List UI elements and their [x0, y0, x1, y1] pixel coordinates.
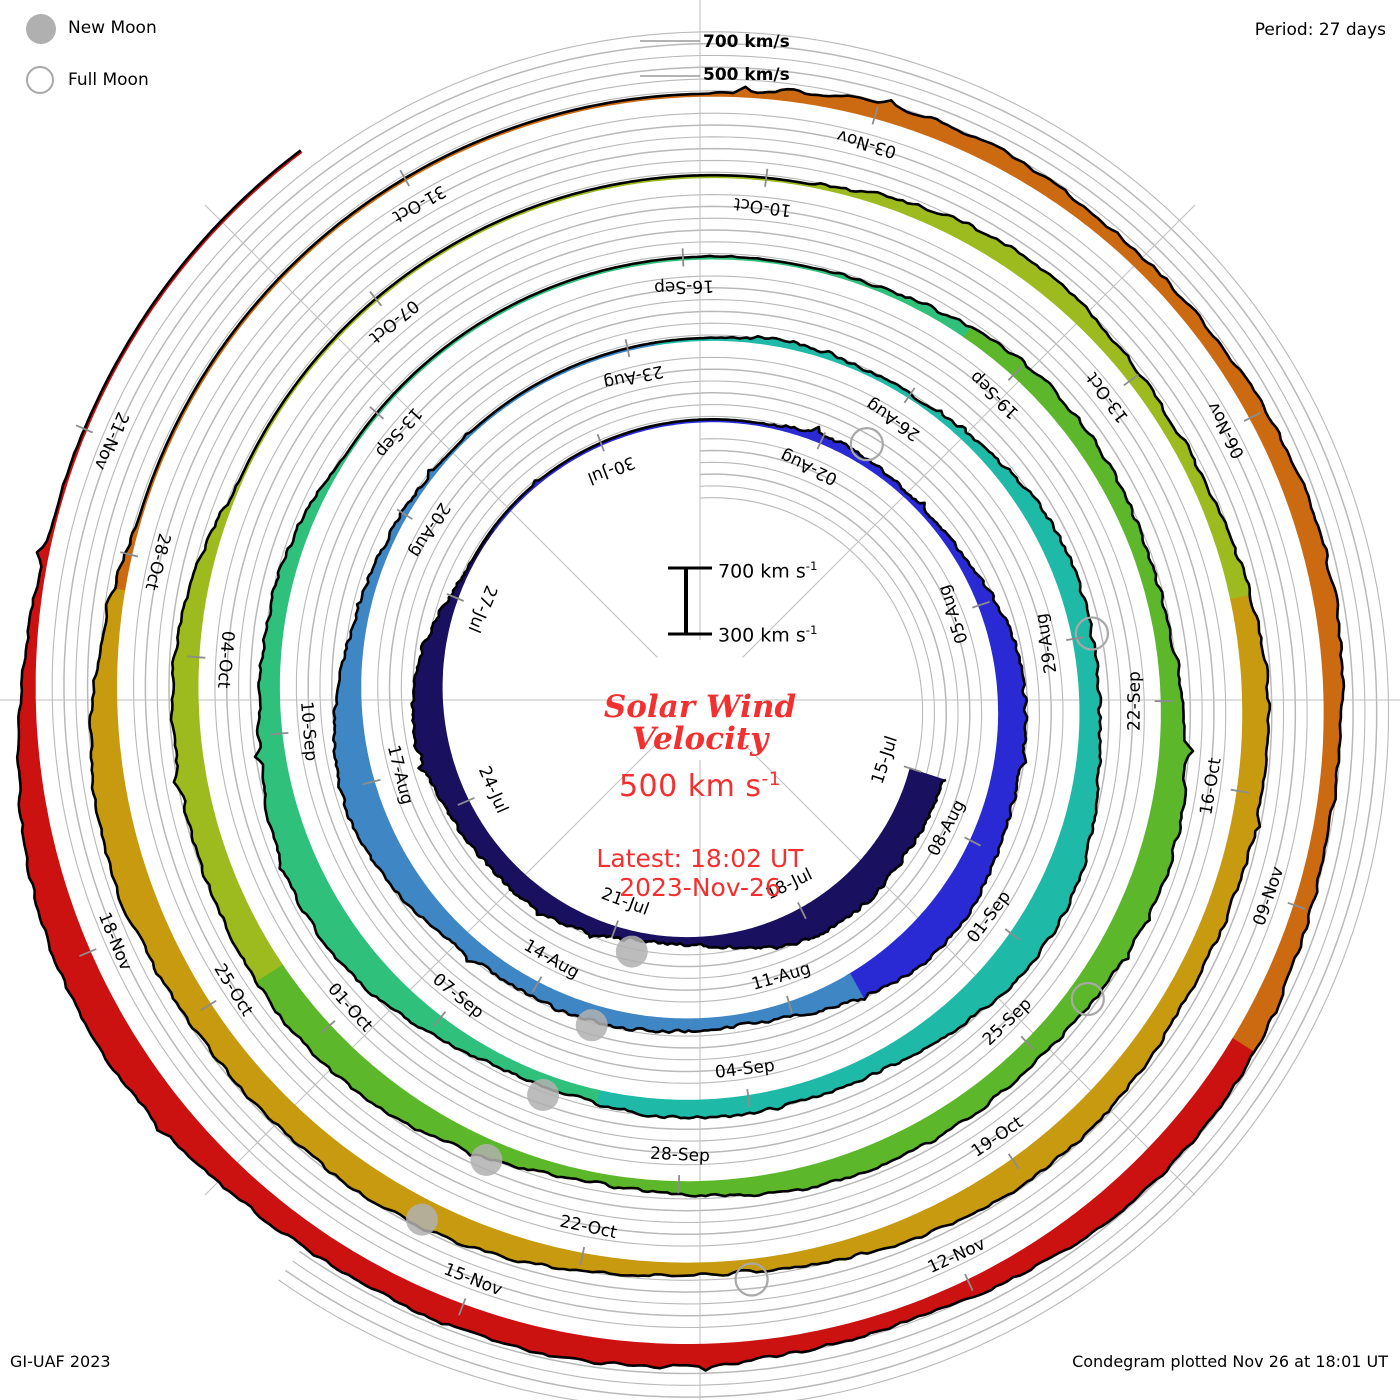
moon-phase-markers [406, 427, 1110, 1297]
date-tick-label: 21-Jul [599, 884, 652, 920]
scale-bar [668, 566, 712, 636]
date-tick-label: 28-Sep [650, 1144, 711, 1167]
date-tick-label: 05-Aug [934, 582, 972, 646]
date-tick-label: 09-Nov [1250, 864, 1289, 928]
date-tick-label: 17-Aug [383, 743, 417, 807]
new-moon-marker [470, 1144, 503, 1176]
date-tick-label: 22-Sep [1125, 671, 1145, 731]
plotted-timestamp-label: Condegram plotted Nov 26 at 18:01 UT [1072, 1352, 1388, 1371]
full-moon-marker [1074, 616, 1110, 651]
date-tick-label: 10-Oct [732, 193, 792, 220]
date-tick-label: 03-Nov [835, 125, 899, 162]
new-moon-legend-icon [26, 14, 56, 44]
date-tick-label: 14-Aug [520, 936, 583, 983]
new-moon-marker [615, 935, 648, 968]
full-moon-marker [1070, 981, 1105, 1017]
new-moon-marker [406, 1203, 438, 1236]
date-tick-label: 27-Jul [463, 582, 500, 635]
period-label: Period: 27 days [1254, 20, 1386, 40]
date-tick-label: 04-Oct [213, 630, 238, 689]
full-moon-marker [734, 1262, 769, 1297]
axis-label-700: 700 km/s [703, 32, 790, 52]
full-moon-legend-icon [26, 66, 54, 94]
new-moon-marker [575, 1009, 608, 1042]
full-moon-marker [849, 427, 884, 462]
axis-label-500: 500 km/s [703, 65, 790, 85]
date-tick-label: 15-Jul [868, 734, 902, 787]
date-tick-label: 23-Aug [602, 361, 665, 393]
axis-leader-lines [640, 40, 700, 77]
date-tick-label: 04-Sep [714, 1056, 776, 1083]
date-tick-label: 10-Sep [296, 701, 321, 762]
scalebar-top-label: 700 km s-1 [718, 559, 818, 583]
date-tick-label: 28-Oct [141, 531, 175, 592]
date-tick-label: 11-Aug [749, 959, 813, 995]
credit-label: GI-UAF 2023 [10, 1352, 111, 1371]
new-moon-legend-label: New Moon [68, 18, 157, 38]
date-tick-label: 15-Nov [441, 1259, 505, 1300]
full-moon-legend-label: Full Moon [68, 70, 149, 90]
scalebar-bottom-label: 300 km s-1 [718, 623, 818, 647]
date-tick-label: 16-Oct [1196, 756, 1225, 816]
date-tick-label: 30-Jul [585, 452, 638, 488]
date-tick-label: 18-Jul [763, 865, 816, 904]
date-tick-label: 16-Sep [654, 275, 715, 297]
date-tick-label: 24-Jul [474, 763, 512, 816]
new-moon-marker [527, 1079, 560, 1111]
